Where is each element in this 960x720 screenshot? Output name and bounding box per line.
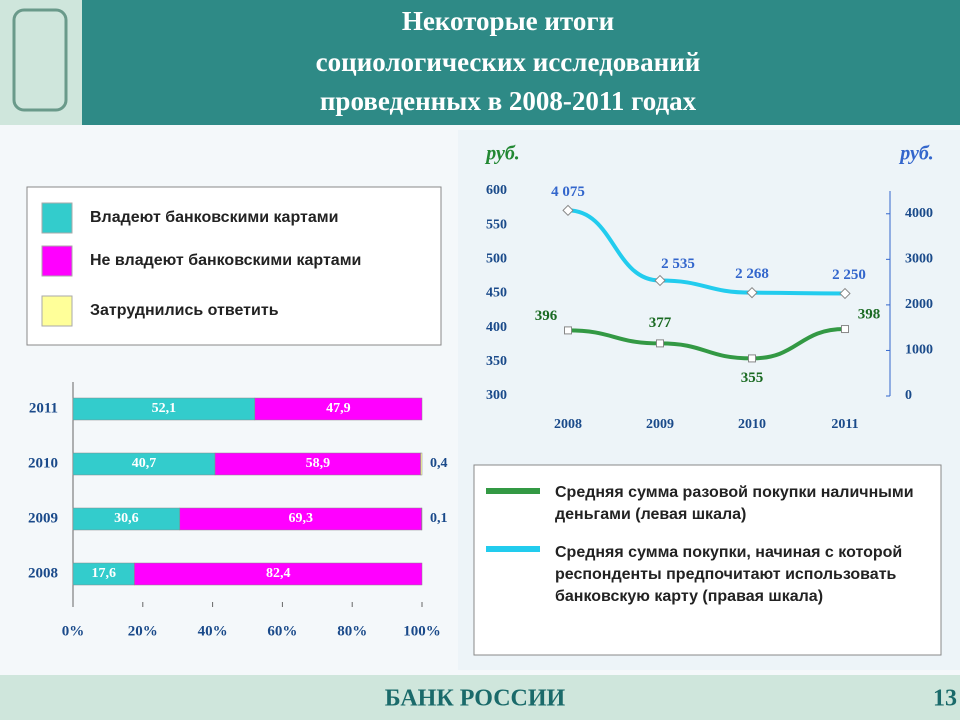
y-tick-label: 300 — [486, 388, 507, 403]
y2-tick-label: 1000 — [905, 343, 933, 358]
data-label: 0,4 — [430, 456, 448, 471]
bar-segment — [134, 562, 423, 586]
legend-box — [473, 464, 942, 656]
y-axis-label: руб. — [484, 143, 520, 165]
header-band — [82, 0, 960, 125]
data-label: 355 — [741, 370, 764, 386]
x-tick-label: 2009 — [646, 417, 674, 432]
data-label: 52,1 — [152, 401, 177, 416]
x-tick-label: 100% — [403, 623, 441, 639]
y2-tick-label: 3000 — [905, 252, 933, 267]
point — [839, 287, 851, 300]
data-label: 398 — [858, 306, 881, 322]
y2-axis-label: руб. — [898, 143, 934, 165]
x-tick-label: 40% — [198, 623, 228, 639]
legend-swatch — [41, 295, 73, 327]
data-label: 40,7 — [132, 456, 157, 471]
point — [841, 325, 849, 334]
footer-band — [0, 675, 960, 720]
legend-swatch — [41, 245, 73, 277]
data-label: 30,6 — [114, 511, 139, 526]
footer-bank: БАНК РОССИИ — [385, 686, 566, 712]
data-label: 396 — [535, 308, 558, 324]
point — [562, 204, 574, 217]
point — [564, 326, 572, 335]
y-tick-label: 600 — [486, 183, 507, 198]
x-tick-label: 2011 — [831, 417, 858, 432]
title-line: Некоторые итоги — [402, 6, 614, 36]
y-tick-label: 2008 — [28, 565, 58, 581]
line — [567, 327, 846, 361]
bar-segment — [420, 452, 423, 476]
data-label: 17,6 — [91, 566, 116, 581]
data-label: 4 075 — [551, 184, 585, 200]
x-tick-label: 2008 — [554, 417, 582, 432]
data-label: 58,9 — [306, 456, 331, 471]
logo — [12, 8, 68, 112]
title-line: проведенных в 2008-2011 годах — [320, 86, 697, 116]
data-label: 377 — [649, 315, 672, 331]
y-tick-label: 400 — [486, 320, 507, 335]
title-line: социологических исследований — [316, 47, 701, 77]
data-label: 2 535 — [661, 256, 695, 272]
y-tick-label: 450 — [486, 286, 507, 301]
y2-tick-label: 4000 — [905, 206, 933, 221]
legend-text: Средняя сумма разовой покупки наличными … — [555, 484, 914, 523]
point — [748, 354, 756, 363]
data-label: 82,4 — [266, 566, 291, 581]
x-tick-label: 80% — [337, 623, 367, 639]
y-tick-label: 500 — [486, 252, 507, 267]
x-tick-label: 20% — [128, 623, 158, 639]
point — [746, 287, 758, 299]
y2-tick-label: 2000 — [905, 297, 933, 312]
x-tick-label: 2010 — [738, 417, 766, 432]
data-label: 2 250 — [832, 267, 866, 283]
page-number: 13 — [933, 686, 957, 712]
y-tick-label: 550 — [486, 217, 507, 232]
x-tick-label: 0% — [62, 623, 85, 639]
legend-label: Затруднились ответить — [90, 302, 279, 319]
x-tick-label: 60% — [267, 623, 297, 639]
data-label: 0,1 — [430, 511, 448, 526]
y-tick-label: 350 — [486, 354, 507, 369]
y-tick-label: 2011 — [29, 400, 58, 416]
point — [654, 274, 666, 287]
bar-segment — [254, 397, 423, 421]
legend-swatch — [41, 202, 73, 234]
y-tick-label: 2010 — [28, 455, 58, 471]
y2-tick-label: 0 — [905, 388, 912, 403]
data-label: 2 268 — [735, 266, 769, 282]
data-label: 69,3 — [288, 511, 313, 526]
legend-label: Владеют банковскими картами — [90, 209, 338, 226]
legend-label: Не владеют банковскими картами — [90, 252, 361, 269]
line — [567, 208, 846, 296]
logo-bg — [0, 0, 82, 125]
point — [656, 339, 664, 348]
y-tick-label: 2009 — [28, 510, 58, 526]
data-label: 47,9 — [326, 401, 351, 416]
legend-box — [26, 186, 442, 346]
legend-text: Средняя сумма покупки, начиная с которой… — [555, 544, 903, 605]
